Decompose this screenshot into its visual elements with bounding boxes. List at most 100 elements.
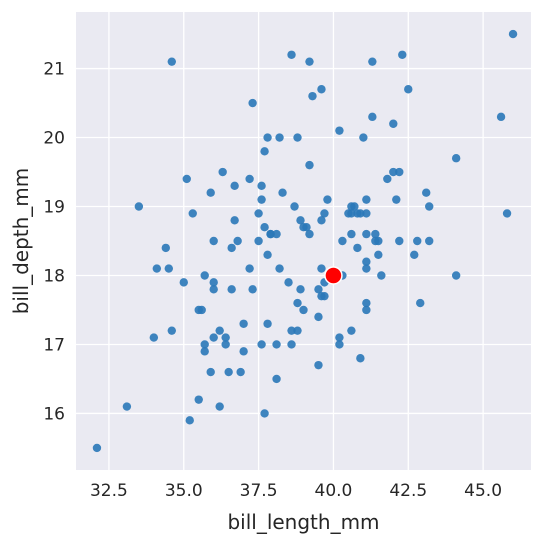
data-point (296, 285, 305, 294)
data-point (320, 209, 329, 218)
data-point (293, 298, 302, 308)
data-point (263, 250, 272, 259)
data-point (422, 188, 431, 197)
data-point (356, 354, 365, 363)
highlight-point (324, 266, 343, 285)
y-tick-label: 16 (43, 404, 65, 424)
data-point (227, 285, 236, 294)
data-point (389, 119, 398, 128)
data-point (224, 367, 233, 377)
data-point (350, 202, 359, 211)
data-point (362, 298, 371, 308)
y-tick-label: 19 (43, 198, 65, 218)
data-point (185, 416, 194, 425)
data-point (362, 264, 371, 273)
data-point (314, 312, 323, 322)
data-point (335, 340, 344, 349)
x-tick-label: 37.5 (240, 481, 278, 501)
data-point (230, 181, 239, 191)
data-point (167, 326, 176, 335)
highlight-layer (324, 266, 343, 285)
x-tick-label: 35.0 (165, 481, 203, 501)
data-point (320, 291, 329, 301)
data-point (257, 181, 266, 191)
data-point (233, 236, 242, 246)
data-point (335, 333, 344, 342)
data-point (302, 223, 311, 232)
data-point (239, 319, 248, 328)
data-point (149, 333, 159, 342)
data-point (356, 209, 365, 218)
y-tick-label: 18 (43, 266, 65, 286)
data-point (152, 264, 162, 273)
x-tick-label: 45.0 (464, 481, 502, 501)
data-point (221, 340, 230, 349)
data-point (206, 367, 215, 377)
data-point (305, 160, 314, 170)
data-point (305, 57, 314, 66)
data-point (413, 236, 422, 246)
data-point (293, 326, 302, 335)
data-point (194, 395, 203, 404)
data-point (248, 285, 257, 294)
data-point (362, 195, 371, 204)
data-point (323, 195, 332, 204)
data-point (395, 167, 404, 177)
data-point (314, 285, 323, 294)
data-point (314, 360, 323, 370)
data-point (371, 229, 380, 239)
data-point (257, 195, 266, 204)
data-point (359, 133, 368, 142)
data-point (275, 264, 284, 273)
data-point (239, 347, 248, 356)
data-point (395, 236, 404, 246)
plot-background (76, 12, 531, 470)
data-point (209, 333, 218, 342)
data-point (383, 174, 392, 184)
data-point (167, 57, 176, 66)
data-point (353, 243, 362, 253)
data-point (392, 195, 401, 204)
data-point (425, 236, 434, 246)
data-point (317, 85, 326, 94)
data-point (284, 278, 293, 287)
x-tick-labels: 32.5 35.0 37.5 40.0 42.5 45.0 (90, 481, 502, 501)
data-point (404, 85, 413, 94)
data-point (335, 126, 344, 135)
data-point (362, 305, 371, 315)
y-tick-labels: 16 17 18 19 20 21 (43, 60, 65, 425)
data-point (362, 229, 371, 239)
data-point (451, 154, 461, 163)
x-tick-label: 40.0 (315, 481, 353, 501)
data-point (398, 50, 407, 59)
data-point (257, 340, 266, 349)
data-point (230, 216, 239, 225)
data-point (368, 57, 377, 66)
data-point (317, 264, 326, 273)
data-point (389, 167, 398, 177)
data-point (410, 250, 419, 259)
data-point (266, 229, 275, 239)
y-axis-title: bill_depth_mm (9, 168, 33, 315)
data-point (209, 236, 218, 246)
data-point (272, 229, 281, 239)
data-points (92, 29, 518, 453)
data-point (374, 236, 383, 246)
data-point (496, 112, 506, 122)
data-point (92, 443, 102, 453)
data-point (377, 271, 386, 280)
data-point (263, 133, 272, 142)
data-point (305, 229, 314, 239)
y-tick-label: 17 (43, 335, 65, 355)
data-point (179, 278, 188, 287)
data-point (254, 209, 263, 218)
data-point (236, 367, 245, 377)
data-point (287, 340, 296, 349)
y-tick-label: 20 (43, 129, 65, 149)
data-point (260, 147, 269, 156)
data-point (347, 229, 356, 239)
data-point (425, 202, 434, 211)
data-point (416, 298, 425, 308)
data-point (308, 91, 317, 101)
